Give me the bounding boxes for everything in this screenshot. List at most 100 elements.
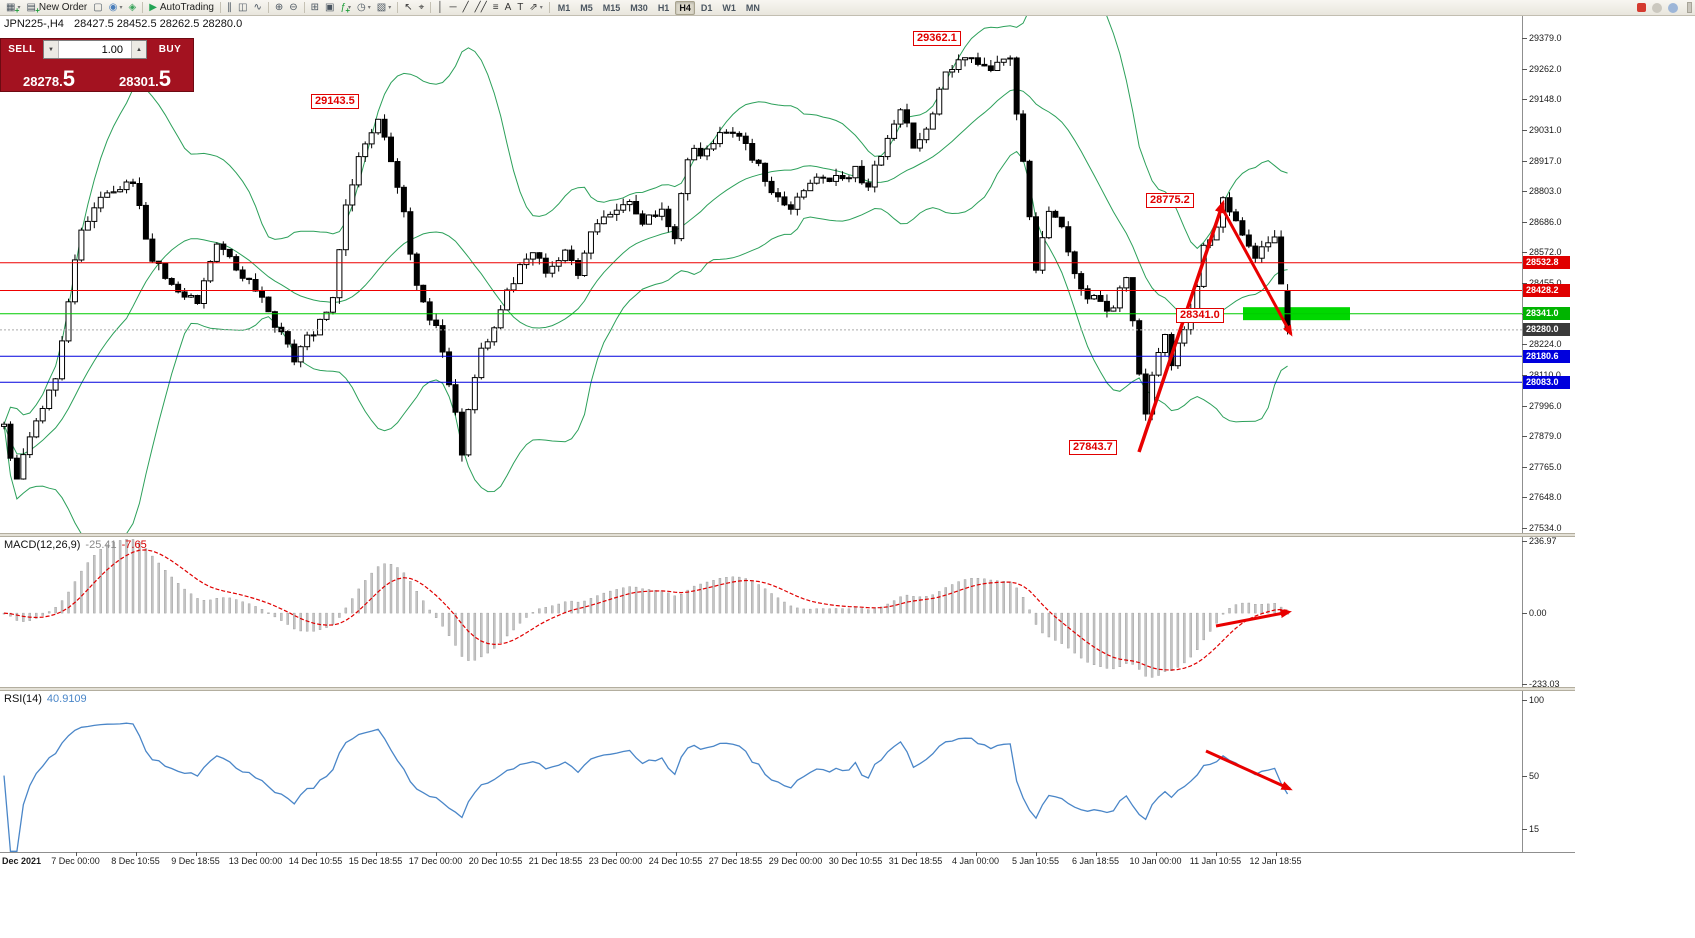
periods-button[interactable]: ◷ ▾ <box>355 1 373 15</box>
channel-button[interactable]: ╱╱ <box>473 1 489 15</box>
trend-arrow[interactable] <box>1215 609 1292 628</box>
trend-arrow[interactable] <box>1219 205 1293 337</box>
bar-chart-button[interactable]: ∥ <box>225 1 234 15</box>
time-axis-label: 14 Dec 10:55 <box>288 856 343 866</box>
price-annotation-label[interactable]: 29362.1 <box>913 31 961 46</box>
price-axis-label: 28686.0 <box>1529 216 1562 227</box>
price-annotation-label[interactable]: 28775.2 <box>1146 193 1194 208</box>
macd-indicator-panel[interactable] <box>0 537 1522 687</box>
line-icon: ∿ <box>253 1 262 13</box>
time-axis-tick <box>375 852 377 856</box>
price-axis-tick <box>1522 221 1527 223</box>
crosshair-button[interactable]: ⌖ <box>417 1 427 15</box>
zoom-out-icon: ⊖ <box>289 1 298 13</box>
new-order-button[interactable]: ▤ + New Order <box>24 1 89 15</box>
panel-splitter[interactable] <box>0 687 1575 691</box>
search-icon[interactable] <box>1668 2 1678 13</box>
new-chart-button[interactable]: ▦ + ▾ <box>4 1 22 15</box>
vertical-line-button[interactable]: │ <box>435 1 445 15</box>
timeframe-d1[interactable]: D1 <box>700 2 713 13</box>
rsi-value: 40.9109 <box>46 693 87 705</box>
price-axis-tick <box>1522 374 1527 376</box>
timeframe-mn[interactable]: MN <box>745 2 760 13</box>
profiles-button[interactable]: ◉ ▾ <box>107 1 125 15</box>
timeframe-m1[interactable]: M1 <box>557 2 571 13</box>
time-axis-label: 4 Jan 00:00 <box>951 856 1000 866</box>
line-chart-button[interactable]: ∿ <box>251 1 263 15</box>
timeframe-m5[interactable]: M5 <box>580 2 593 13</box>
cursor-button[interactable]: ↖ <box>402 1 414 15</box>
timeframe-m30[interactable]: M30 <box>630 2 648 13</box>
trend-arrow[interactable] <box>1205 749 1293 791</box>
price-axis-tick <box>1522 129 1527 131</box>
window-icon: ▢ <box>93 1 103 13</box>
one-click-trading-panel: SELL ▼ 1.00 ▲ BUY 28278. 5 28301. 5 <box>0 38 194 92</box>
time-axis-tick <box>1035 852 1037 856</box>
plus-badge-icon: + <box>14 5 20 15</box>
price-axis-label: 29262.0 <box>1529 63 1562 74</box>
volume-decrease-button[interactable]: ▼ <box>44 41 59 58</box>
link-icon: ◈ <box>128 1 137 13</box>
horizontal-line-button[interactable]: ─ <box>448 1 459 15</box>
indicators-button[interactable]: ƒ + ▾ <box>338 1 353 15</box>
tile-windows-button[interactable]: ⊞ <box>309 1 321 15</box>
fibonacci-button[interactable]: ≡ <box>491 1 501 15</box>
down-arrow-icon: ▼ <box>48 46 54 53</box>
panel-splitter[interactable] <box>0 533 1575 537</box>
price-annotation-label[interactable]: 29143.5 <box>311 94 359 109</box>
rsi-indicator-panel[interactable] <box>0 691 1522 852</box>
template-icon: ▧ <box>376 1 387 13</box>
zoom-in-button[interactable]: ⊕ <box>273 1 285 15</box>
sell-button[interactable]: SELL <box>8 44 36 55</box>
price-axis-label: 28110.0 <box>1529 370 1561 380</box>
macd-axis-label: 236.97 <box>1529 536 1557 546</box>
price-axis-label: 27648.0 <box>1529 492 1562 503</box>
community-icon[interactable] <box>1652 2 1662 13</box>
auto-arrange-button[interactable]: ▣ <box>323 1 336 15</box>
dropdown-caret-icon: ▾ <box>17 5 21 11</box>
time-axis-tick <box>255 852 257 856</box>
volume-input[interactable]: 1.00 <box>101 43 123 56</box>
price-axis-label: 28455.0 <box>1529 278 1562 288</box>
news-icon[interactable] <box>1637 3 1646 12</box>
trendline-button[interactable]: ╱ <box>461 1 471 15</box>
price-annotation-label[interactable]: 27843.7 <box>1069 440 1117 455</box>
time-axis-tick <box>795 852 797 856</box>
candlestick-chart-button[interactable]: ◫ <box>236 1 249 15</box>
macd-signal-value: -7.65 <box>121 539 147 551</box>
templates-button[interactable]: ▧ ▾ <box>375 1 393 15</box>
sell-price[interactable]: 28278. 5 <box>1 60 97 91</box>
buy-button[interactable]: BUY <box>158 44 182 55</box>
time-axis-label: 5 Jan 10:55 <box>1011 856 1060 866</box>
data-window-button[interactable]: ◈ <box>126 1 138 15</box>
timeframe-w1[interactable]: W1 <box>722 2 736 13</box>
indicator-icon: ƒ + <box>340 1 351 15</box>
trend-arrow[interactable] <box>1137 199 1225 453</box>
macd-main-value: -25.41 <box>85 539 117 551</box>
price-axis-label: 28917.0 <box>1529 155 1562 166</box>
text-button[interactable]: A <box>503 1 514 15</box>
profile-icon: ◉ <box>108 1 118 13</box>
timeframe-h1[interactable]: H1 <box>657 2 670 13</box>
rsi-axis-label: 50 <box>1529 770 1540 781</box>
time-axis-label: 29 Dec 00:00 <box>768 856 823 866</box>
new-order-button-label: New Order <box>38 2 88 13</box>
autotrading-button[interactable]: ▶ AutoTrading <box>147 1 216 15</box>
timeframe-h4[interactable]: H4 <box>675 0 695 15</box>
volume-increase-button[interactable]: ▲ <box>131 41 146 58</box>
time-axis-label: 12 Jan 18:55 <box>1249 856 1302 866</box>
price-axis-label: 27996.0 <box>1529 400 1562 411</box>
dropdown-caret-icon: ▾ <box>119 5 123 11</box>
macd-axis-tick <box>1522 613 1527 615</box>
timeframe-m15[interactable]: M15 <box>602 2 621 13</box>
price-annotation-label[interactable]: 28341.0 <box>1176 308 1224 323</box>
buy-price[interactable]: 28301. 5 <box>97 60 193 91</box>
toolbar-scrollbar[interactable] <box>1687 2 1692 13</box>
autotrading-button-label: AutoTrading <box>159 2 214 13</box>
label-button[interactable]: T <box>515 1 525 15</box>
shapes-button[interactable]: ⇗ ▾ <box>527 1 544 15</box>
sell-price-small: 28278. <box>22 74 63 89</box>
zoom-out-button[interactable]: ⊖ <box>287 1 299 15</box>
chart-window-button[interactable]: ▢ <box>91 1 104 15</box>
price-chart[interactable] <box>0 16 1522 533</box>
